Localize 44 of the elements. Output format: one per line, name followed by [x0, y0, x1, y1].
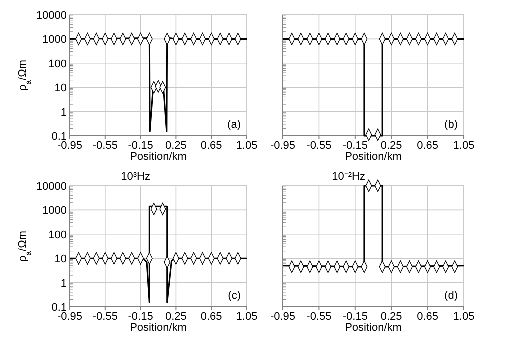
x-tick-label: -0.95: [57, 140, 83, 152]
x-tick-label: -0.15: [128, 140, 154, 152]
x-tick-label: -0.15: [128, 311, 154, 323]
x-tick-label: 0.65: [200, 311, 222, 323]
x-axis-title: Position/km: [345, 322, 402, 334]
x-axis-title: Position/km: [130, 151, 187, 163]
x-tick-label: 0.65: [417, 311, 439, 323]
x-tick-label: 1.05: [453, 311, 475, 323]
y-tick-label: 10000: [36, 181, 67, 193]
y-tick-label: 10000: [36, 10, 67, 22]
x-tick-label: 1.05: [236, 140, 258, 152]
x-axis-title: Position/km: [345, 151, 402, 163]
x-tick-label: -0.55: [92, 140, 118, 152]
annotation: (a): [228, 119, 241, 131]
x-tick-label: -0.55: [92, 311, 118, 323]
y-tick-label: 10: [54, 82, 67, 95]
x-tick-label: 0.65: [417, 140, 439, 152]
x-tick-label: -0.15: [342, 140, 368, 152]
x-tick-label: -0.95: [270, 311, 296, 323]
x-axis-title: Position/km: [130, 322, 187, 334]
chart-title: 10³Hz: [121, 171, 150, 183]
x-tick-label: 0.25: [380, 140, 402, 152]
annotation: (b): [444, 119, 458, 131]
y-tick-label: 100: [48, 58, 67, 70]
x-tick-label: 0.65: [200, 140, 222, 152]
x-tick-label: -0.95: [57, 311, 83, 323]
chart-title: 10⁻²Hz: [332, 171, 366, 183]
x-tick-label: -0.15: [342, 311, 368, 323]
y-tick-label: 10: [54, 254, 67, 266]
x-tick-label: -0.55: [306, 140, 332, 152]
x-tick-label: 0.25: [380, 311, 402, 323]
x-tick-label: -0.55: [306, 311, 332, 323]
y-tick-label: 100: [48, 229, 67, 242]
y-tick-label: 1: [60, 106, 67, 119]
y-tick-label: 1000: [42, 205, 67, 218]
x-tick-label: 0.25: [165, 311, 187, 323]
x-tick-label: 1.05: [453, 140, 475, 152]
x-tick-label: -0.95: [270, 140, 296, 152]
y-tick-label: 1000: [42, 34, 67, 46]
x-tick-label: 0.25: [165, 140, 187, 152]
x-tick-label: 1.05: [236, 311, 258, 323]
y-tick-label: 1: [60, 278, 67, 290]
annotation: (d): [444, 290, 458, 302]
annotation: (c): [228, 290, 241, 302]
